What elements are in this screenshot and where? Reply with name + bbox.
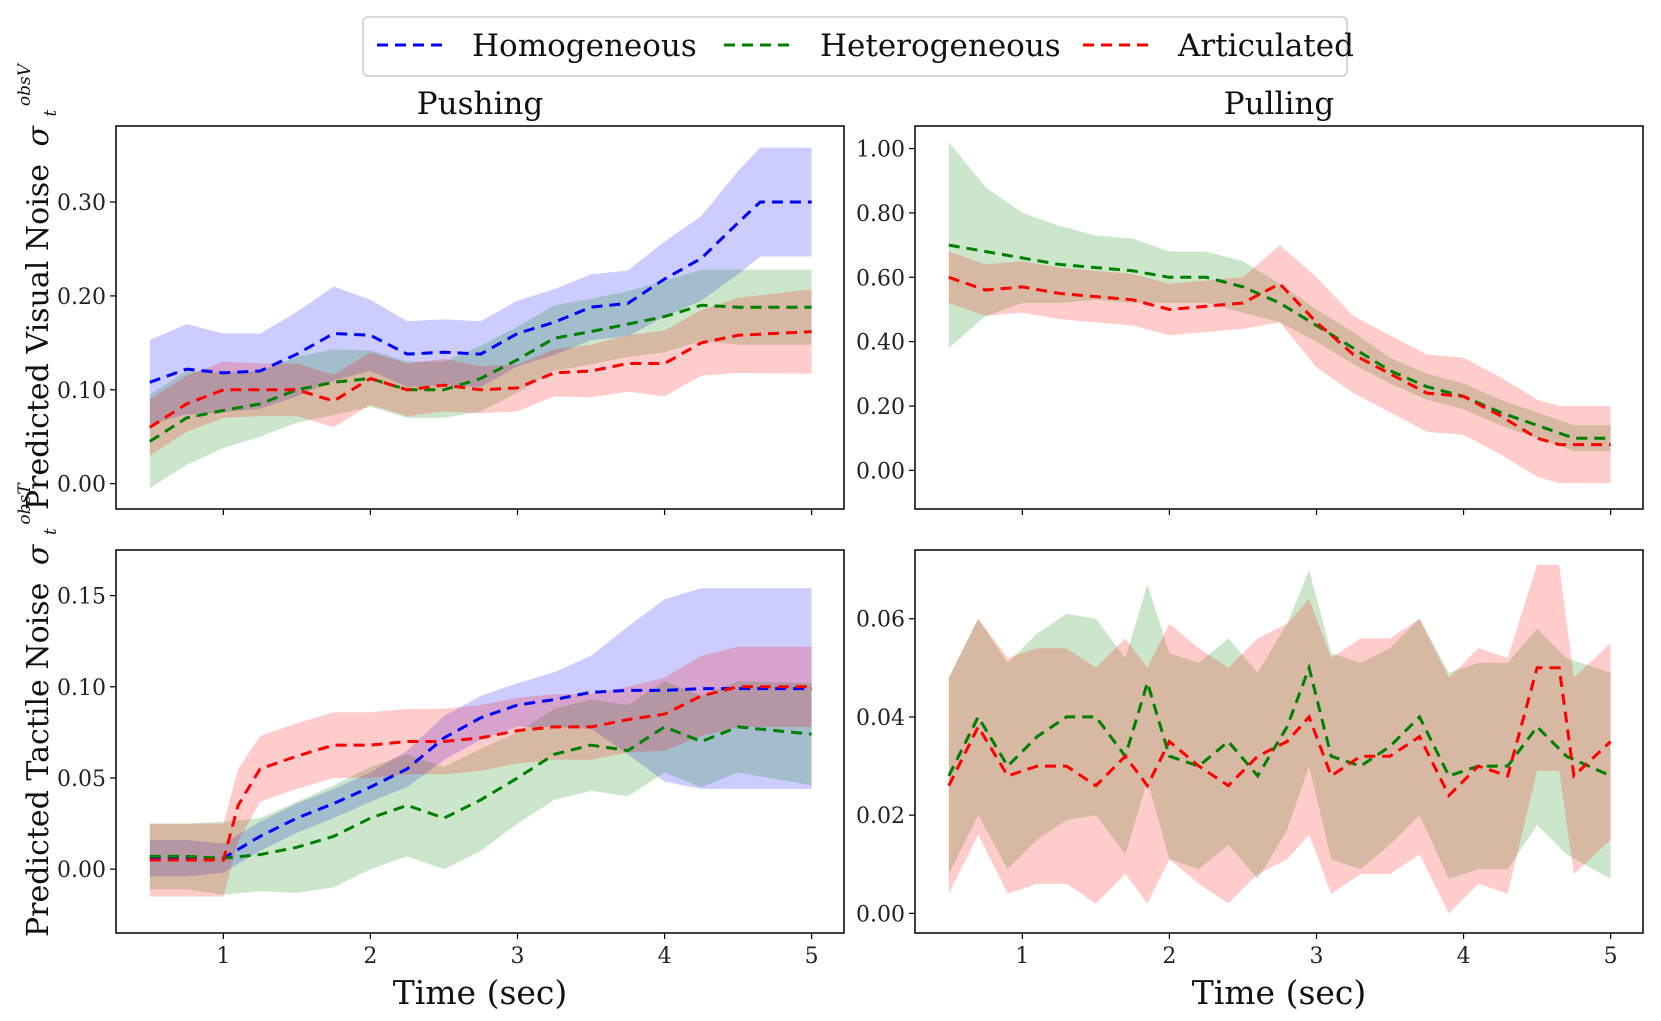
bands [149,588,812,897]
ytick-label: 0.10 [57,676,106,701]
lines [149,685,812,862]
panel-title: Pushing [417,86,543,122]
line-articulated [148,330,812,429]
ytick-label: 0.20 [856,395,905,420]
plot-frame [914,125,1644,510]
xtick-label: 3 [511,944,525,969]
ytick-label: 0.00 [856,902,905,927]
band-homogeneous [149,588,812,877]
ytick-label: 0.30 [57,191,106,216]
panel-pulling-visual: 0.00 0.20 0.40 0.60 0.80 1.00 Pulling [856,86,1644,515]
ylabel-tactile-symbol: σ [21,543,56,565]
ytick-label: 1.00 [856,138,905,163]
x-axis-label: Time (sec) [393,973,568,1012]
lines [948,243,1611,447]
legend-entry-articulated: Articulated [1083,28,1354,64]
ytick-label: 0.06 [856,608,905,633]
bands [948,142,1611,484]
band-articulated [948,564,1611,914]
ylabel-visual-sup: obsV [15,62,35,106]
legend-entry-homogeneous: Homogeneous [377,28,697,64]
xtick-label: 2 [1162,944,1176,969]
lines [148,200,812,443]
ylabel-visual: Predicted Visual Noise σ t obsV [15,62,64,510]
ytick-label: 0.60 [856,266,905,291]
ytick-label: 0.00 [856,459,905,484]
bands [149,147,812,489]
ylabel-visual-text: Predicted Visual Noise [21,164,56,510]
xtick-label: 5 [1604,944,1618,969]
line-heterogeneous [948,243,1611,440]
xtick-label: 2 [363,944,377,969]
plot-frame [115,549,845,934]
bands [948,564,1611,914]
xtick-label: 5 [805,944,819,969]
ylabel-tactile-sup: obsT [15,482,35,525]
xtick-label: 4 [1457,944,1471,969]
xtick-label: 3 [1310,944,1324,969]
ylabel-visual-symbol: σ [21,125,56,147]
line-homogeneous [149,200,812,384]
plot-frame [115,125,845,510]
panel-pulling-tactile: 0.00 0.02 0.04 0.06 1 2 3 4 5 Time (sec) [856,549,1644,1012]
band-articulated [149,646,812,897]
line-articulated [948,275,1611,447]
ytick-label: 0.15 [57,585,106,610]
ytick-label: 0.02 [856,804,905,829]
line-homogeneous [149,687,812,860]
ytick-label: 0.80 [856,202,905,227]
ytick-label: 0.00 [57,858,106,883]
band-articulated [948,245,1611,484]
ytick-label: 0.20 [57,285,106,310]
ytick-label: 0.04 [856,706,905,731]
legend-label-heterogeneous: Heterogeneous [820,28,1061,64]
ytick-label: 0.00 [57,473,106,498]
panel-pushing-tactile: 0.00 0.05 0.10 0.15 1 2 3 4 5 Time (sec) [57,549,845,1012]
panel-title: Pulling [1224,86,1334,122]
x-axis-label: Time (sec) [1192,973,1367,1012]
legend-entry-heterogeneous: Heterogeneous [724,28,1061,64]
ylabel-tactile: Predicted Tactile Noise σ t obsT [15,482,64,937]
line-heterogeneous [149,725,812,860]
legend-label-homogeneous: Homogeneous [472,28,697,64]
legend: Homogeneous Heterogeneous Articulated [362,16,1354,77]
ytick-label: 0.10 [57,379,106,404]
xtick-label: 1 [1015,944,1029,969]
xtick-label: 4 [658,944,672,969]
lines [947,662,1612,799]
line-articulated [947,666,1612,799]
ytick-label: 0.05 [57,767,106,792]
ytick-label: 0.40 [856,331,905,356]
xtick-label: 1 [216,944,230,969]
ylabel-tactile-sub: t [41,528,61,535]
band-articulated [149,289,812,456]
band-heterogeneous [948,142,1611,452]
plot-frame [914,549,1644,934]
legend-label-articulated: Articulated [1177,28,1354,64]
band-homogeneous [149,147,812,425]
legend-frame [362,16,1348,77]
line-articulated [149,685,812,862]
ylabel-visual-sub: t [41,109,61,116]
band-heterogeneous [948,569,1611,879]
ylabel-tactile-text: Predicted Tactile Noise [21,583,56,937]
panel-pushing-visual: 0.00 0.10 0.20 0.30 Pushing [57,86,845,515]
line-heterogeneous [148,303,812,443]
